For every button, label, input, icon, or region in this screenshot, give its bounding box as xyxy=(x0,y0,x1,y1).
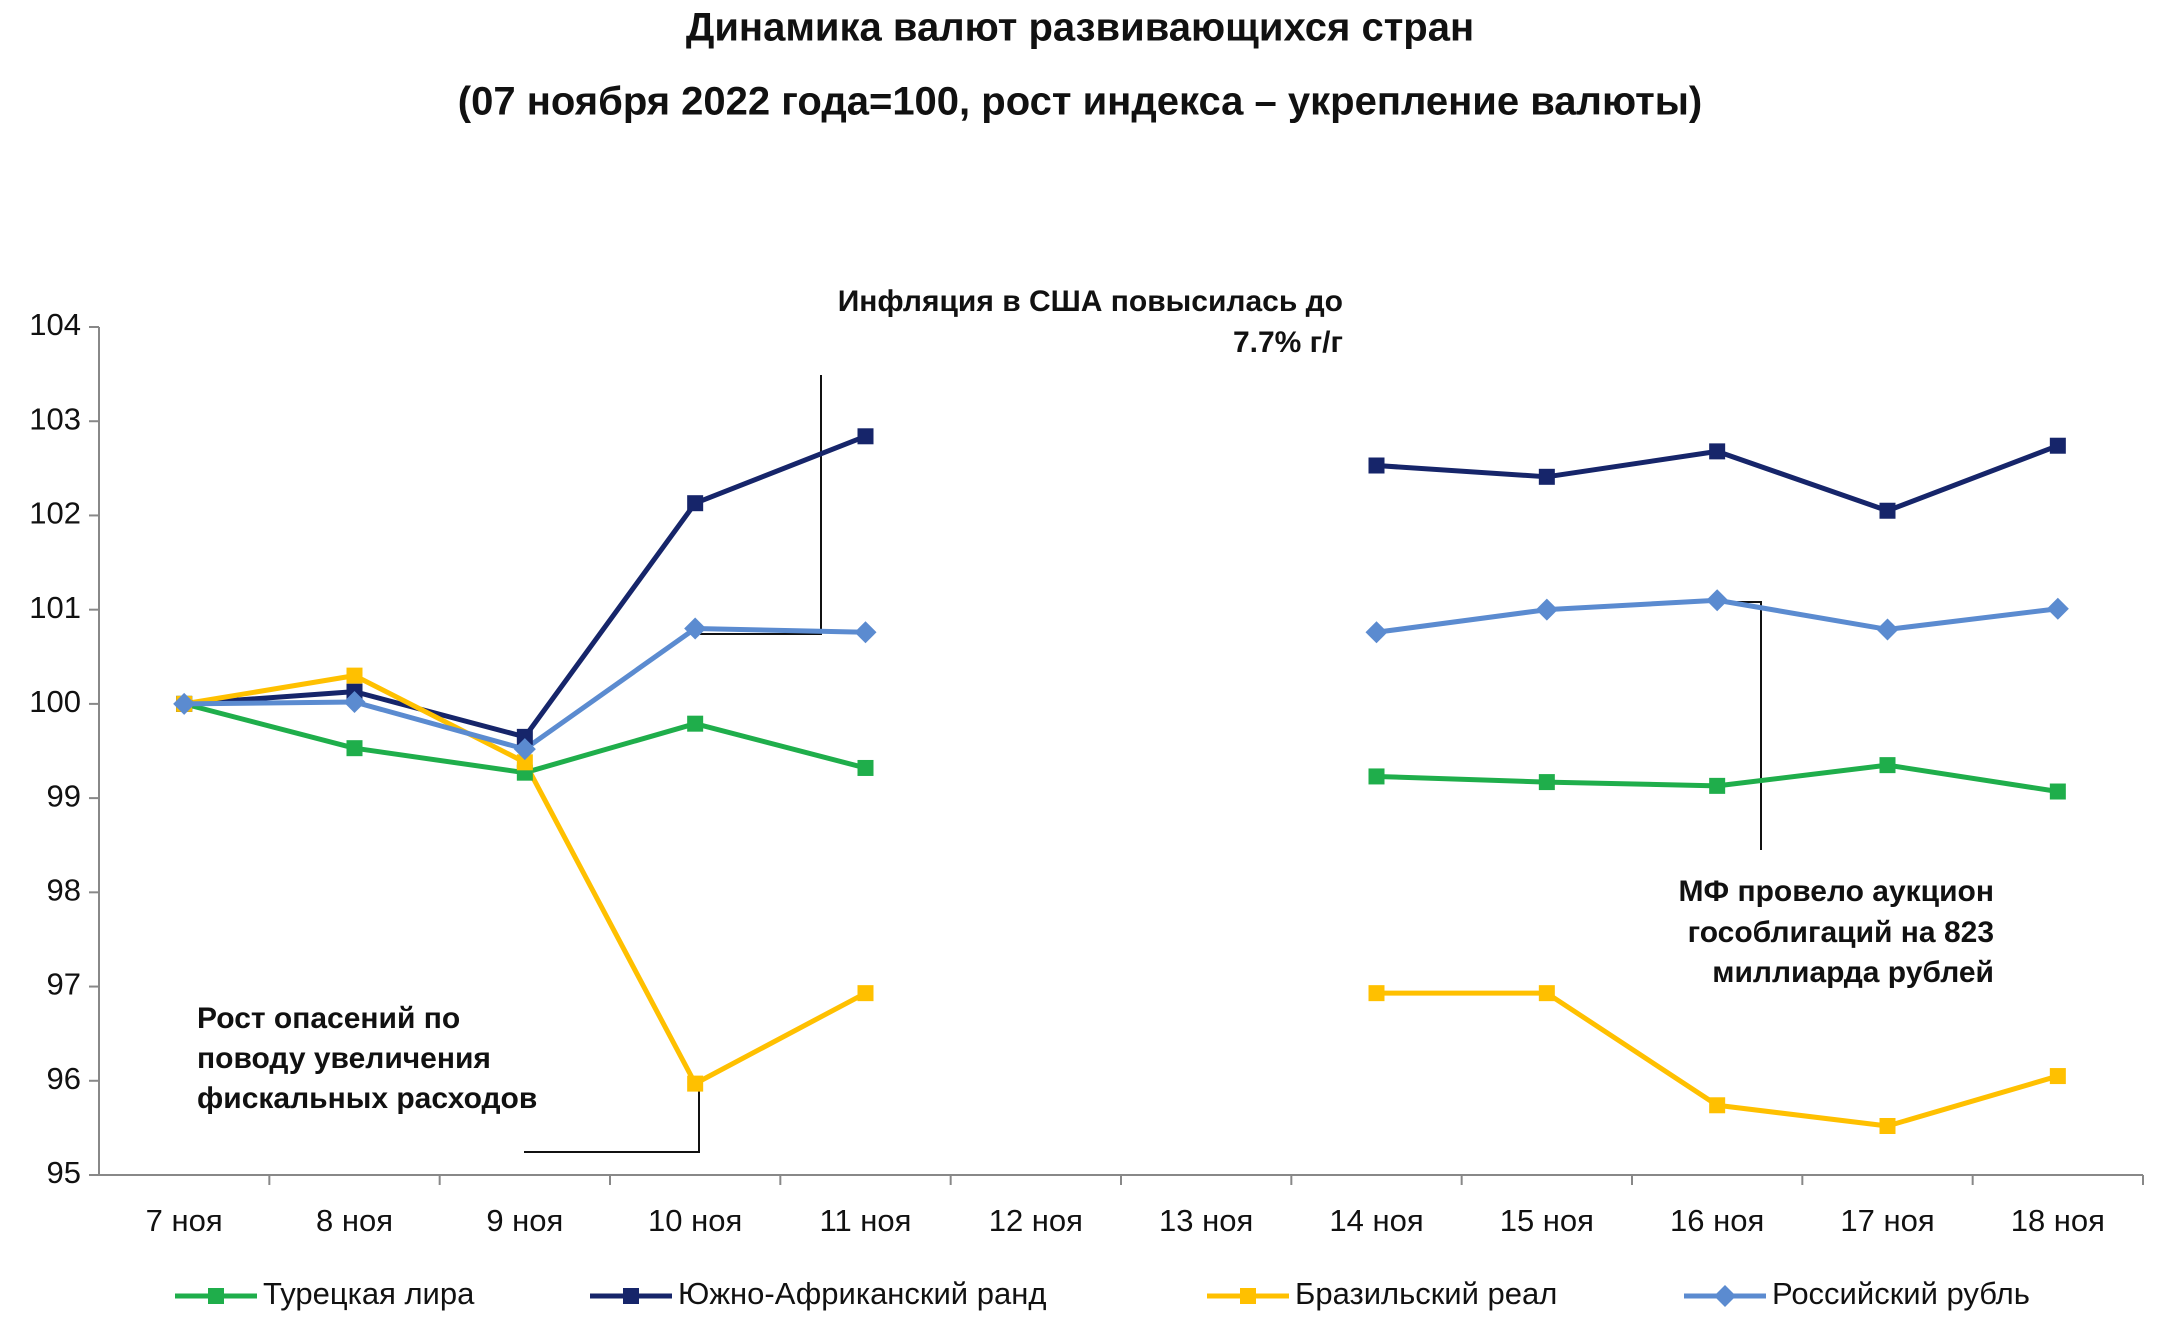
chart-title: Динамика валют развивающихся стран xyxy=(686,6,1474,50)
annotation-leader xyxy=(524,1089,700,1153)
data-point xyxy=(516,728,533,745)
data-point xyxy=(1706,589,1729,612)
data-point xyxy=(687,495,704,512)
data-point xyxy=(687,715,704,732)
data-point xyxy=(1709,443,1726,460)
annotation: 7.7% г/г xyxy=(1233,326,1343,359)
chart-subtitle: (07 ноября 2022 года=100, рост индекса –… xyxy=(458,80,1702,124)
data-point xyxy=(1879,502,1896,519)
data-point xyxy=(2049,437,2066,454)
x-tick-label: 17 ноя xyxy=(1840,1203,1934,1238)
data-point xyxy=(173,692,196,715)
y-tick-label: 102 xyxy=(29,496,81,531)
x-tick-label: 8 ноя xyxy=(316,1203,393,1238)
data-point xyxy=(1879,1118,1896,1135)
x-tick-label: 11 ноя xyxy=(820,1203,912,1238)
x-tick-label: 12 ноя xyxy=(989,1203,1083,1238)
x-tick-label: 18 ноя xyxy=(2011,1203,2105,1238)
y-tick-label: 99 xyxy=(47,778,81,813)
data-point xyxy=(346,740,363,757)
data-point xyxy=(1368,768,1385,785)
data-point xyxy=(1535,598,1558,621)
data-point xyxy=(684,617,707,640)
annotation: МФ провело аукцион xyxy=(1679,875,1994,908)
data-point xyxy=(1368,457,1385,474)
data-point xyxy=(1709,1097,1726,1114)
data-point xyxy=(2046,597,2069,620)
data-point xyxy=(1538,985,1555,1002)
data-point xyxy=(516,754,533,771)
x-tick-label: 14 ноя xyxy=(1329,1203,1423,1238)
legend-marker xyxy=(208,1288,224,1304)
x-tick-label: 7 ноя xyxy=(146,1203,223,1238)
y-tick-label: 95 xyxy=(47,1155,81,1190)
annotation: гособлигаций на 823 xyxy=(1688,916,1994,949)
legend-marker xyxy=(623,1288,639,1304)
annotation-leader xyxy=(700,375,822,635)
y-tick-label: 104 xyxy=(29,307,81,342)
legend-label: Российский рубль xyxy=(1772,1276,2030,1311)
x-tick-label: 13 ноя xyxy=(1159,1203,1253,1238)
annotation-leader xyxy=(1722,601,1762,850)
data-point xyxy=(1709,777,1726,794)
data-point xyxy=(343,691,366,714)
data-point xyxy=(857,428,874,445)
x-tick-label: 9 ноя xyxy=(486,1203,563,1238)
y-tick-label: 101 xyxy=(29,590,81,625)
legend-label: Бразильский реал xyxy=(1295,1276,1557,1311)
x-tick-label: 16 ноя xyxy=(1670,1203,1764,1238)
data-point xyxy=(346,667,363,684)
y-tick-label: 96 xyxy=(47,1061,81,1096)
x-tick-label: 10 ноя xyxy=(648,1203,742,1238)
y-tick-label: 98 xyxy=(47,873,81,908)
data-point xyxy=(1538,468,1555,485)
y-tick-label: 100 xyxy=(29,684,81,719)
annotation: Инфляция в США повысилась до xyxy=(838,285,1343,318)
data-point xyxy=(1368,985,1385,1002)
y-tick-label: 103 xyxy=(29,401,81,436)
annotation: миллиарда рублей xyxy=(1712,956,1994,989)
legend-marker xyxy=(1240,1288,1256,1304)
y-tick-label: 97 xyxy=(47,967,81,1002)
legend-marker xyxy=(1714,1285,1736,1307)
legend-label: Южно-Африканский ранд xyxy=(678,1276,1046,1311)
data-point xyxy=(857,759,874,776)
data-point xyxy=(1876,618,1899,641)
x-tick-label: 15 ноя xyxy=(1500,1203,1594,1238)
data-point xyxy=(687,1075,704,1092)
data-point xyxy=(513,738,536,761)
legend-label: Турецкая лира xyxy=(263,1276,475,1311)
data-point xyxy=(857,985,874,1002)
data-point xyxy=(2049,783,2066,800)
data-point xyxy=(854,621,877,644)
series-line xyxy=(183,433,867,740)
annotation: поводу увеличения xyxy=(197,1042,491,1075)
annotation: Рост опасений по xyxy=(197,1002,460,1035)
data-point xyxy=(1879,757,1896,774)
data-point xyxy=(1365,621,1388,644)
data-point xyxy=(1538,774,1555,791)
data-point xyxy=(2049,1068,2066,1085)
annotation: фискальных расходов xyxy=(197,1082,537,1115)
